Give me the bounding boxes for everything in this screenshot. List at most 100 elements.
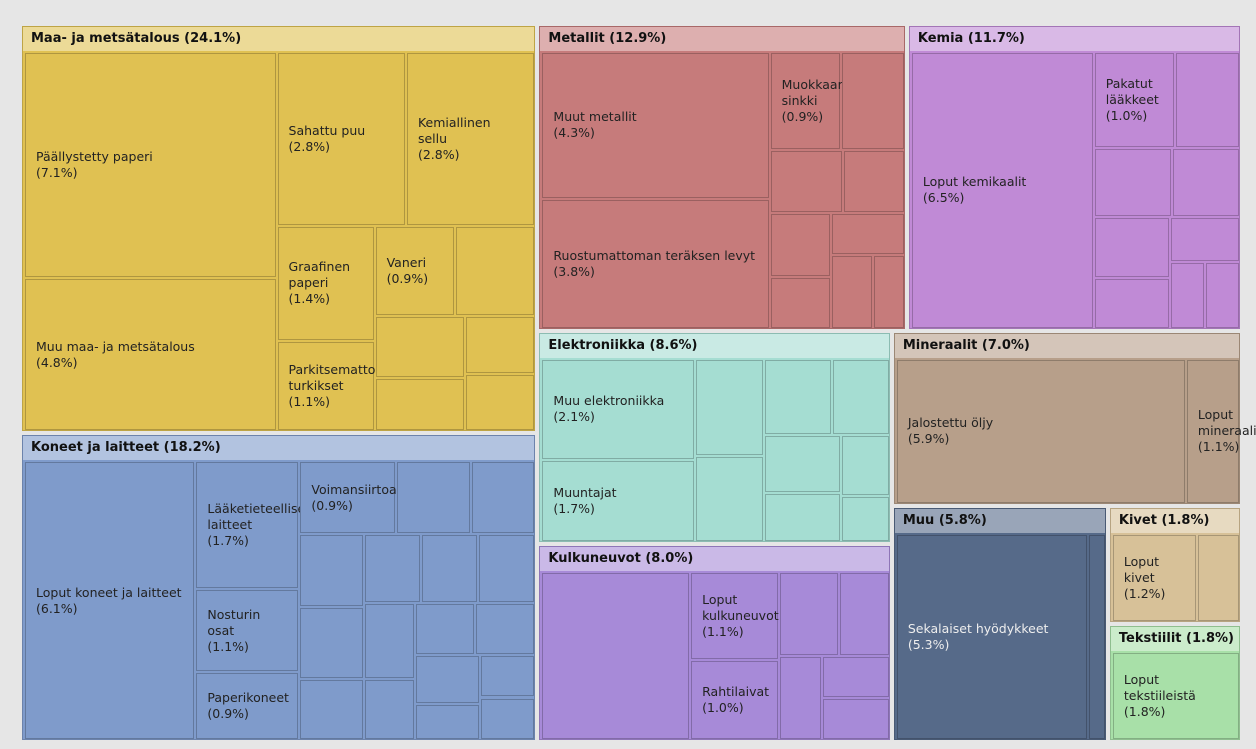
group: Elektroniikka (8.6%) Muu elektroniikka (2.… xyxy=(539,332,890,542)
cell xyxy=(842,436,889,496)
cell-name: Nosturin osat xyxy=(207,606,261,638)
group-value-label: (8.0%) xyxy=(645,550,694,566)
cell xyxy=(839,572,889,655)
cell-label: Loput tekstiileistä (1.8%) xyxy=(1114,672,1238,720)
cell xyxy=(422,535,478,602)
cell-label: Muu elektroniikka (2.1%) xyxy=(543,393,674,425)
cell xyxy=(770,214,830,277)
cell xyxy=(365,603,415,678)
cell-label: Rahtilaivat (1.0%) xyxy=(692,684,779,716)
cell xyxy=(375,378,465,431)
cell xyxy=(476,603,535,655)
cell-name: Sahattu puu xyxy=(288,123,366,138)
group-header: Maa- ja metsätalous (24.1%) xyxy=(23,27,535,51)
group-value-label: (12.9%) xyxy=(609,31,667,46)
cell xyxy=(365,535,421,602)
group-name: Maa- ja metsätalous xyxy=(31,31,180,46)
cell-value-label: (1.1%) xyxy=(207,638,249,654)
cell xyxy=(1206,262,1239,328)
cell xyxy=(416,656,480,703)
cell-name: Muu maa- ja metsätalous xyxy=(36,338,195,354)
group-header: Koneet ja laitteet (18.2%) xyxy=(23,436,535,461)
group: Kivet (1.8%) Loput kivet (1.2%) xyxy=(1109,508,1240,623)
group-header: Metallit (12.9%) xyxy=(540,27,904,51)
group-value-label: (7.0%) xyxy=(981,337,1030,353)
cell: Loput kulkuneuvot (1.1%) xyxy=(691,572,779,659)
group-header: Kivet (1.8%) xyxy=(1110,509,1239,534)
cell-name: Päällystetty paperi xyxy=(36,149,153,165)
group-name: Mineraalit xyxy=(902,337,978,353)
cell-label: Loput koneet ja laitteet (6.1%) xyxy=(26,585,192,617)
cell-value-label: (1.7%) xyxy=(207,533,249,549)
cell xyxy=(842,497,889,541)
cell xyxy=(542,572,690,739)
cell xyxy=(466,374,535,431)
cell-value-label: (0.9%) xyxy=(207,706,249,722)
cell: Muuntajat (1.7%) xyxy=(542,460,695,541)
cell xyxy=(1094,278,1170,328)
cell: Lääketieteelliset laitteet (1.7%) xyxy=(196,462,310,589)
cell-label: Kemiallinen sellu (2.8%) xyxy=(408,115,533,163)
cell-label: Lääketieteelliset laitteet (1.7%) xyxy=(197,501,320,549)
cell xyxy=(481,656,535,697)
cell xyxy=(1094,217,1170,277)
cell-name: Pakatut lääkkeet xyxy=(1105,75,1159,107)
cell-label: Sekalaiset hyödykkeet (5.3%) xyxy=(898,621,1059,653)
cell xyxy=(1173,148,1239,216)
group-header: Kulkuneuvot (8.0%) xyxy=(540,546,889,571)
group-name: Tekstiilit xyxy=(1118,631,1182,647)
cell xyxy=(874,256,904,328)
group-header: Kemia (11.7%) xyxy=(909,27,1239,51)
cell xyxy=(770,278,830,328)
cell: Päällystetty paperi (7.1%) xyxy=(25,53,276,278)
cell-value-label: (2.8%) xyxy=(417,147,460,162)
group-name: Metallit xyxy=(548,31,605,46)
cell xyxy=(1175,53,1239,147)
cell-name: Sekalaiset hyödykkeet xyxy=(907,621,1049,637)
cell-value-label: (5.3%) xyxy=(907,637,950,653)
group-header: Elektroniikka (8.6%) xyxy=(540,333,889,358)
cell-label: Parkitsemattomat turkikset (1.1%) xyxy=(279,362,411,410)
group-value-label: (18.2%) xyxy=(163,440,221,456)
cell-name: Muut metallit xyxy=(553,109,637,125)
cell-value-label: (2.8%) xyxy=(288,139,331,154)
group: Tekstiilit (1.8%) Loput tekstiileistä (1.8… xyxy=(1109,626,1240,740)
group: Muu (5.8%) Sekalaiset hyödykkeet (5.3%) xyxy=(893,508,1106,740)
cell-label: Muu maa- ja metsätalous (4.8%) xyxy=(26,339,205,371)
cell: Loput kemikaalit (6.5%) xyxy=(911,53,1093,328)
cell-label: Loput kulkuneuvot (1.1%) xyxy=(692,592,789,640)
cell-label: Nosturin osat (1.1%) xyxy=(197,607,297,655)
treemap: Maa- ja metsätalous (24.1%) Päällystetty … xyxy=(20,24,1256,742)
cell xyxy=(1171,262,1205,328)
cell: Loput tekstiileistä (1.8%) xyxy=(1112,653,1239,739)
cell-name: Loput tekstiileistä xyxy=(1123,672,1196,704)
cell-value-label: (1.0%) xyxy=(1105,107,1148,123)
cell-label: Muuntajat (1.7%) xyxy=(543,485,626,517)
cell: Muu maa- ja metsätalous (4.8%) xyxy=(25,279,276,431)
cell-value-label: (2.1%) xyxy=(553,409,595,425)
cell-name: Loput kulkuneuvot xyxy=(702,591,779,623)
group: Mineraalit (7.0%) Jalostettu öljy (5.9%) Lo… xyxy=(893,332,1256,505)
group-value-label: (1.8%) xyxy=(1161,513,1210,529)
cell-name: Kemiallinen sellu xyxy=(417,115,491,146)
cell-label: Sahattu puu (2.8%) xyxy=(279,123,376,155)
cell xyxy=(1171,217,1239,261)
cell: Sekalaiset hyödykkeet (5.3%) xyxy=(896,535,1087,739)
cell xyxy=(832,359,889,435)
group: Kulkuneuvot (8.0%) Loput kulkuneuvot (1.1%… xyxy=(539,545,890,740)
cell-label: Vaneri (0.9%) xyxy=(377,255,439,287)
cell-value-label: (1.2%) xyxy=(1123,586,1166,602)
cell-label: Loput mineraalit (1.1%) xyxy=(1188,407,1256,455)
cell: Rahtilaivat (1.0%) xyxy=(691,660,779,739)
cell xyxy=(831,256,872,328)
cell-value-label: (6.1%) xyxy=(36,600,78,616)
cell: Muu elektroniikka (2.1%) xyxy=(542,359,695,459)
cell: Nosturin osat (1.1%) xyxy=(196,590,299,672)
group: Koneet ja laitteet (18.2%) Loput koneet j… xyxy=(22,435,536,740)
cell-name: Rahtilaivat xyxy=(702,683,770,699)
cell: Muut metallit (4.3%) xyxy=(542,53,769,198)
cell xyxy=(472,462,535,534)
group-name: Kulkuneuvot xyxy=(548,550,641,566)
cell xyxy=(416,704,480,739)
cell: Voimansiirtoakselit (0.9%) xyxy=(300,462,430,534)
